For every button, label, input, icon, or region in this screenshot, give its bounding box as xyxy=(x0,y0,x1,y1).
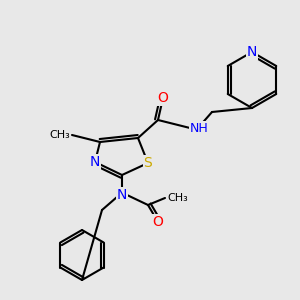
Text: CH₃: CH₃ xyxy=(49,130,70,140)
Text: N: N xyxy=(247,45,257,59)
Text: N: N xyxy=(117,188,127,202)
Text: CH₃: CH₃ xyxy=(167,193,188,203)
Text: O: O xyxy=(153,215,164,229)
Text: S: S xyxy=(144,156,152,170)
Text: N: N xyxy=(90,155,100,169)
Text: O: O xyxy=(158,91,168,105)
Text: NH: NH xyxy=(190,122,209,134)
